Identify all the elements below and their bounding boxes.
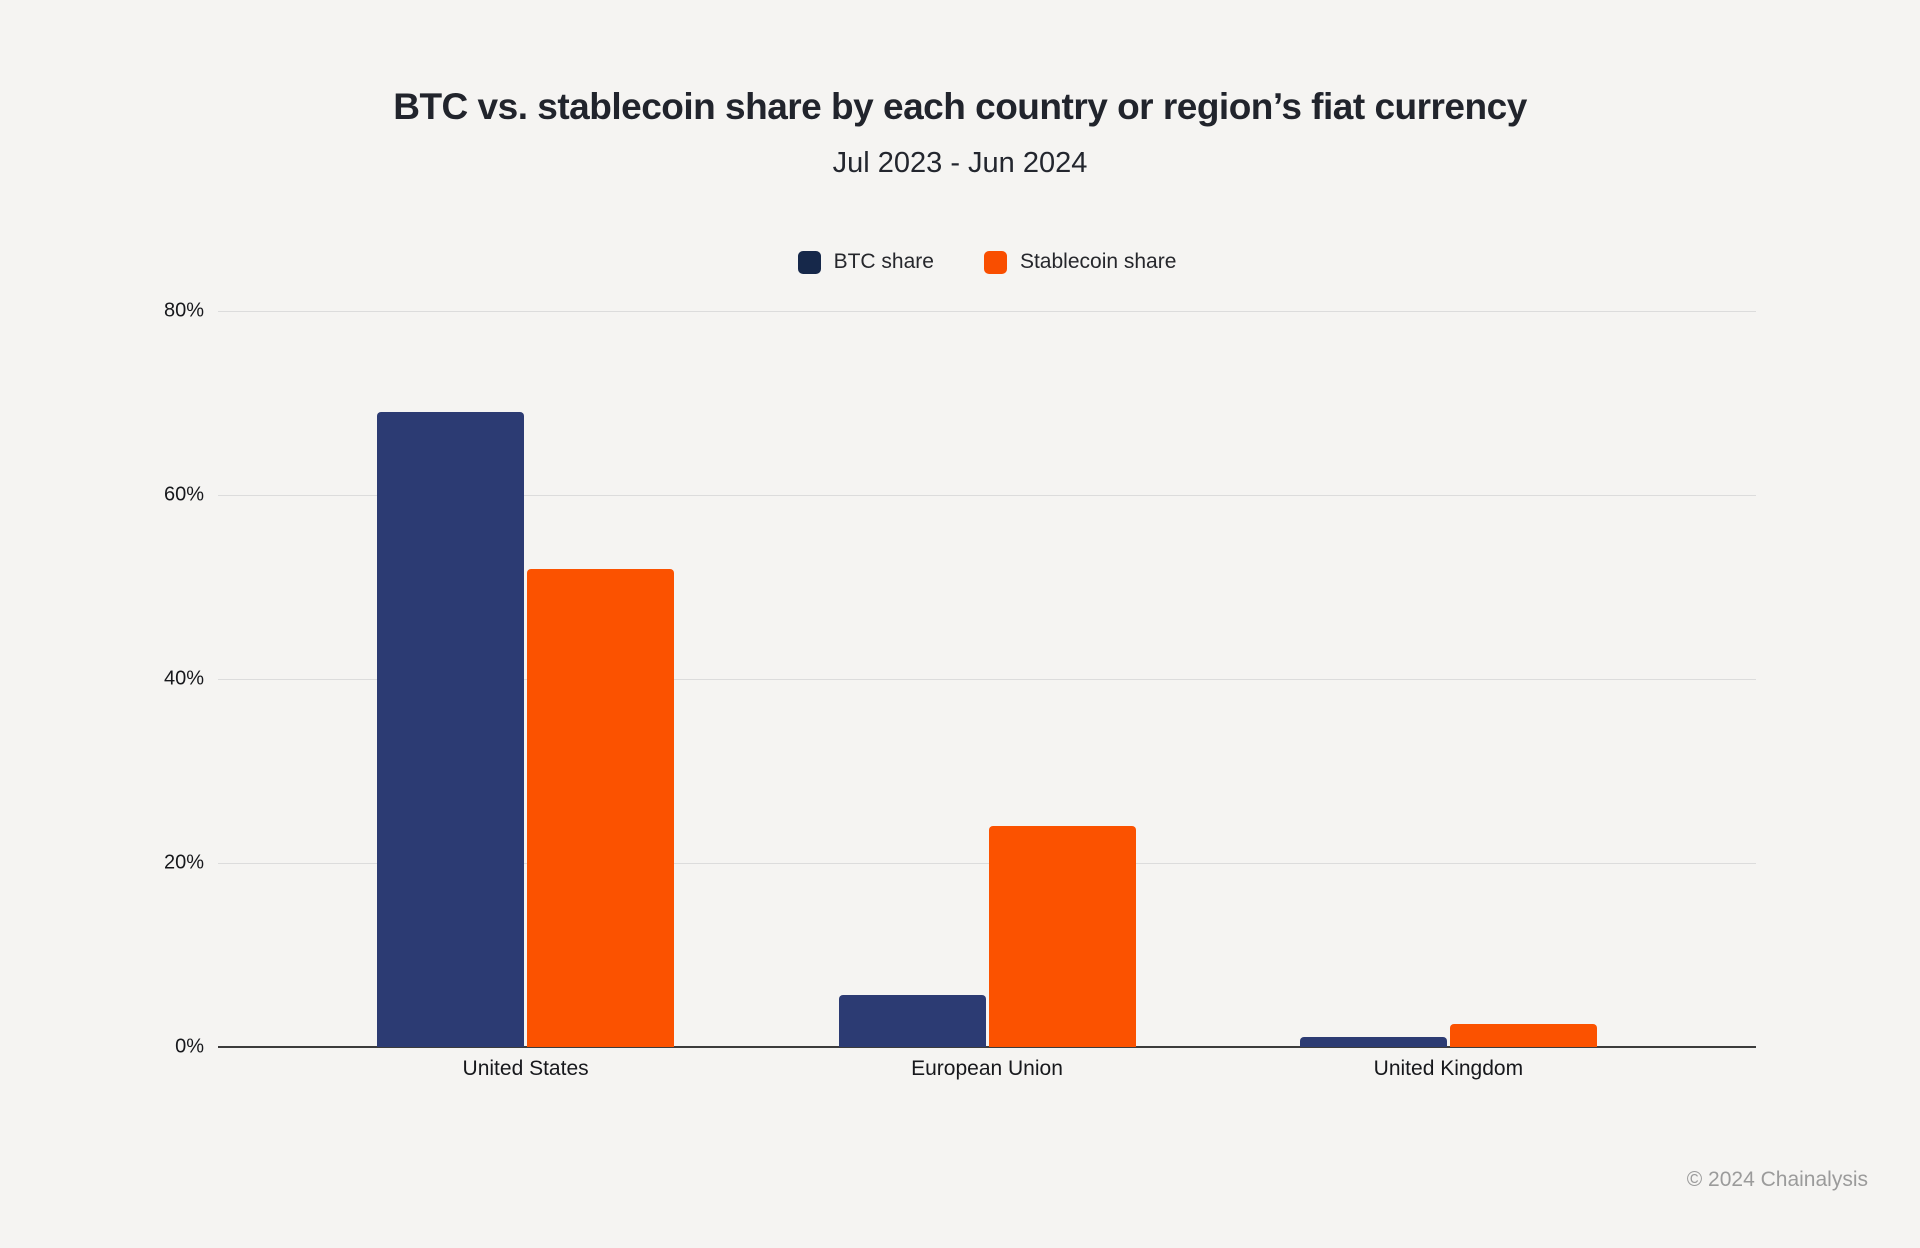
y-tick-label-60: 60% [163,483,204,506]
y-tick-label-20: 20% [163,851,204,874]
x-category-label-united-kingdom: United Kingdom [1373,1057,1524,1080]
legend-item-stablecoin-share[interactable]: Stablecoin share [983,250,1177,274]
bar-stablecoin-share-united-kingdom[interactable] [1449,1024,1597,1047]
x-category-label-european-union: European Union [911,1057,1063,1080]
bar-btc-share-united-states[interactable] [377,412,525,1047]
legend-item-btc-share[interactable]: BTC share [797,250,934,274]
x-category-label-united-states: United States [462,1057,589,1080]
gridline-80 [218,311,1756,312]
legend-label-stablecoin-share: Stablecoin share [1019,250,1177,273]
stablecoin-share-swatch-icon [983,250,1007,274]
x-axis-line [218,1046,1756,1048]
legend: BTC share Stablecoin share [218,250,1756,274]
bar-btc-share-european-union[interactable] [838,995,986,1047]
chart-subtitle: Jul 2023 - Jun 2024 [832,147,1088,179]
gridline-20 [218,863,1756,864]
bar-stablecoin-share-european-union[interactable] [988,826,1136,1047]
y-tick-label-40: 40% [163,667,204,690]
y-tick-label-0: 0% [175,1035,204,1058]
chart-title: BTC vs. stablecoin share by each country… [393,86,1527,127]
gridline-60 [218,495,1756,496]
legend-label-btc-share: BTC share [833,250,934,273]
copyright-notice: © 2024 Chainalysis [1686,1168,1868,1191]
gridline-40 [218,679,1756,680]
btc-share-swatch-icon [797,250,821,274]
plot-area: 0% 20% 40% 60% 80% United States European Unio… [164,300,1756,1080]
bar-stablecoin-share-united-states[interactable] [527,568,675,1047]
bar-btc-share-united-kingdom[interactable] [1299,1036,1447,1047]
y-tick-label-80: 80% [163,299,204,322]
